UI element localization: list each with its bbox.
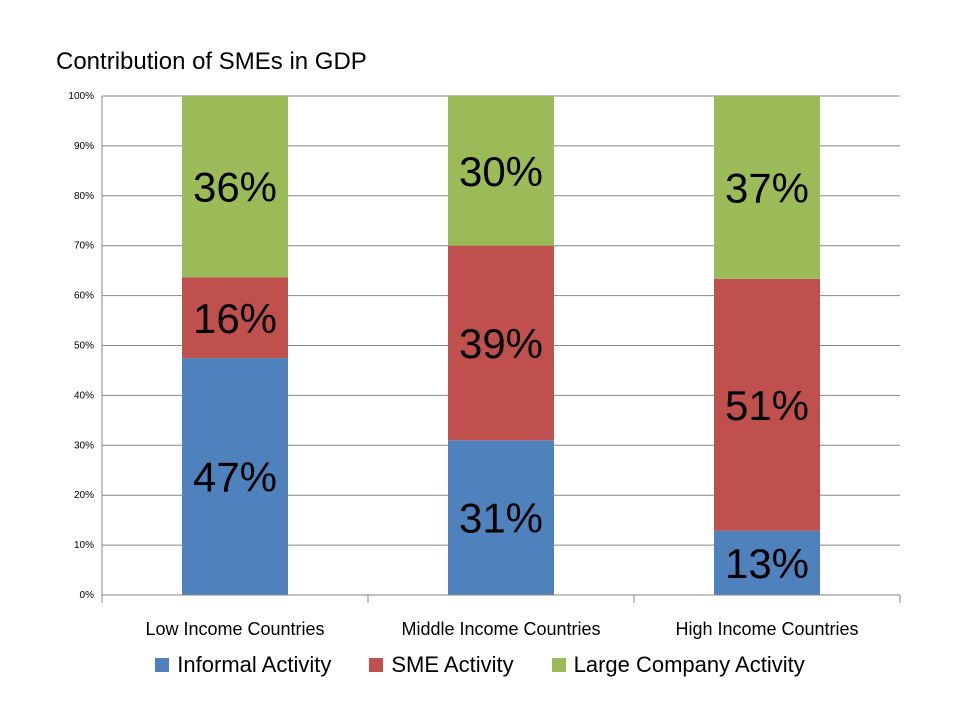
legend-swatch-large [551,658,566,672]
x-tick-label: High Income Countries [675,619,858,639]
legend-swatch-sme [369,658,384,672]
y-tick-label: 90% [74,141,94,152]
bars [182,96,820,595]
axes: 0% 10% 20% 30% 40% 50% 60% 70% 80% 90% 100% Low Inc… [68,91,901,639]
data-label: 51% [725,382,809,429]
data-label: 36% [193,164,277,211]
bar-segment [714,96,820,279]
data-labels: 47% 16% 36% 31% 39% 30% 13% 51% 37% [193,148,809,587]
data-label: 16% [193,295,277,342]
x-tick-label: Low Income Countries [145,619,324,639]
legend-item-sme: SME Activity [369,652,514,678]
chart-title: Contribution of SMEs in GDP [56,48,367,75]
y-tick-label: 80% [74,191,94,202]
data-label: 39% [459,320,543,367]
y-tick-label: 70% [74,241,94,252]
legend-item-large: Large Company Activity [551,652,805,678]
y-tick-label: 10% [74,540,94,551]
y-tick-label: 0% [80,590,95,601]
data-label: 31% [459,495,543,542]
bar-segment [182,96,288,278]
x-tick-label: Middle Income Countries [401,619,600,639]
data-label: 30% [459,148,543,195]
bar-segment [714,530,820,595]
y-tick-label: 50% [74,341,94,352]
legend-swatch-informal [155,658,170,672]
y-tick-label: 100% [68,91,94,102]
y-tick-label: 60% [74,291,94,302]
data-label: 47% [193,454,277,501]
bar-segment [714,278,820,531]
legend-item-informal: Informal Activity [155,652,331,678]
legend: Informal Activity SME Activity Large Com… [0,652,960,678]
legend-label-informal: Informal Activity [177,652,332,677]
data-label: 13% [725,540,809,587]
y-tick-label: 30% [74,440,94,451]
legend-label-sme: SME Activity [391,652,514,677]
y-tick-label: 40% [74,390,94,401]
bar-segment [182,277,288,359]
data-label: 37% [725,164,809,211]
bar-segment [182,358,288,595]
bar-segment [448,245,554,441]
legend-label-large: Large Company Activity [573,652,805,677]
bar-segment [448,440,554,595]
y-tick-label: 20% [74,490,94,501]
bar-segment [448,96,554,246]
